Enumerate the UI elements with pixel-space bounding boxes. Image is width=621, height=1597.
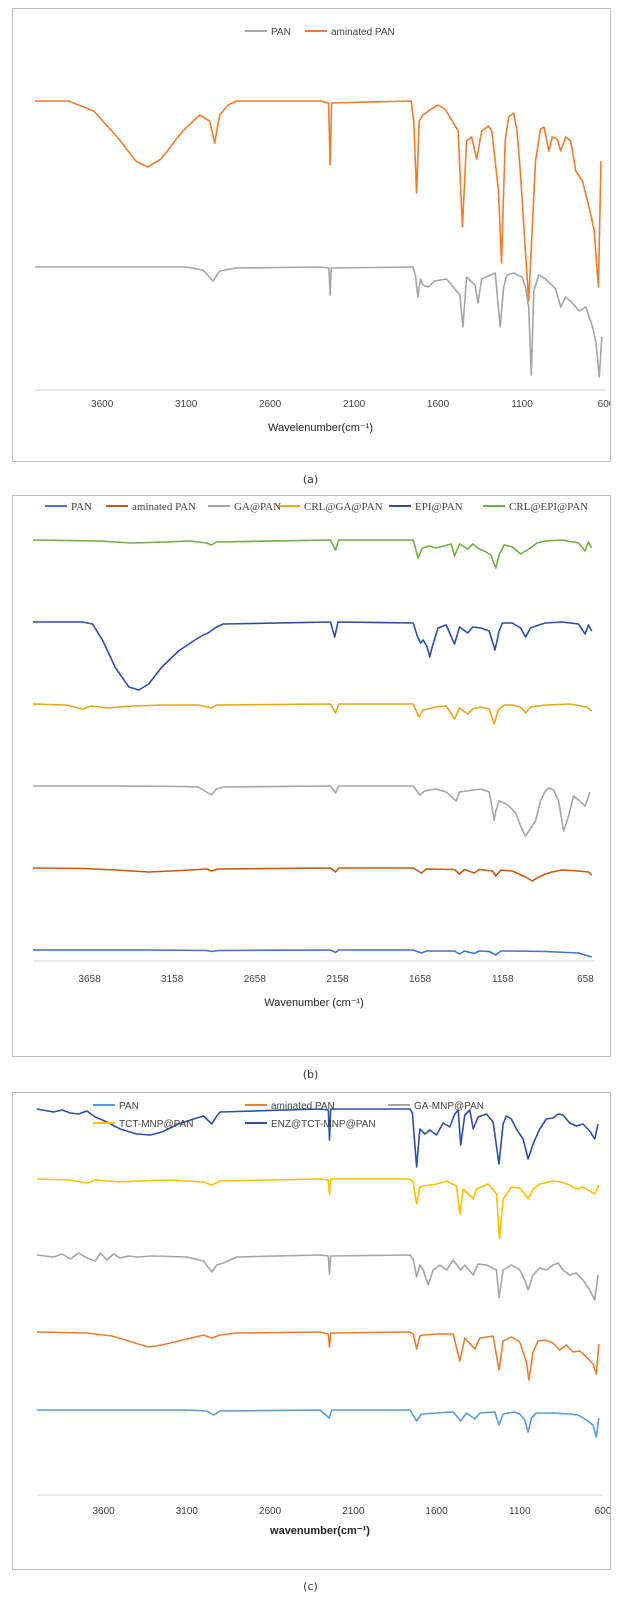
x-tick-label: 658 (577, 974, 594, 985)
panel-label-c: (c) (303, 1580, 318, 1593)
series-line-pan (33, 949, 592, 958)
legend-label-aminated-pan: aminated PAN (132, 501, 196, 513)
legend-label-epi-pan: EPI@PAN (415, 501, 463, 513)
series-line-aminated-pan (36, 1331, 600, 1381)
x-tick-label: 3600 (91, 399, 114, 410)
x-tick-label: 3158 (161, 974, 184, 985)
x-axis-title: Wavenumber (cm⁻¹) (264, 997, 364, 1009)
x-tick-label: 1600 (425, 1506, 448, 1517)
chart-a-svg: 3600 3100 2600 2100 1600 1100 600 Wavelenumber(… (35, 27, 610, 434)
legend-label-tct-mnp-pan: TCT-MNP@PAN (119, 1119, 193, 1130)
x-tick-label: 1600 (427, 399, 450, 410)
series-line-ga-mnp-pan (36, 1252, 599, 1301)
legend-label-enz-tct-mnp-pan: ENZ@TCT-MNP@PAN (271, 1119, 376, 1130)
x-tick-label: 2658 (244, 974, 267, 985)
series-line-aminated-pan (35, 100, 602, 302)
x-tick-label: 2600 (259, 1506, 282, 1517)
legend-label-aminated-pan: aminated PAN (331, 27, 395, 38)
panel-label-b: (b) (302, 1068, 319, 1081)
legend-label-crl-ga-pan: CRL@GA@PAN (304, 501, 383, 513)
chart-panel-b: 3658 3158 2658 2158 1658 1158 658 Wavenumber (c… (12, 495, 611, 1057)
legend-label-aminated-pan: aminated PAN (271, 1101, 335, 1112)
x-tick-label: 1658 (409, 974, 432, 985)
x-axis-title: wavenumber(cm⁻¹) (269, 1525, 370, 1537)
series-line-epi-pan (33, 621, 593, 691)
x-tick-label: 2600 (259, 399, 282, 410)
x-tick-label: 600 (595, 1506, 610, 1517)
legend-label-pan: PAN (119, 1101, 139, 1112)
chart-panel-c: 3600 3100 2600 2100 1600 1100 600 wavenumber(cm… (12, 1092, 611, 1570)
x-tick-label: 3100 (175, 399, 198, 410)
chart-panel-a: 3600 3100 2600 2100 1600 1100 600 Wavelenumber(… (12, 8, 611, 462)
legend-label-crl-epi-pan: CRL@EPI@PAN (509, 501, 588, 513)
x-tick-label: 1100 (511, 399, 533, 410)
x-axis-title: Wavelenumber(cm⁻¹) (268, 422, 373, 434)
x-tick-label: 3100 (176, 1506, 199, 1517)
series-line-crl-ga-pan (32, 703, 593, 725)
x-tick-label: 2158 (326, 974, 349, 985)
x-tick-label: 2100 (342, 1506, 365, 1517)
legend-label-pan: PAN (271, 27, 291, 38)
x-tick-label: 3658 (78, 974, 101, 985)
x-tick-label: 3600 (92, 1506, 115, 1517)
legend-label-ga-mnp-pan: GA-MNP@PAN (414, 1101, 484, 1112)
series-line-ga-pan (33, 785, 591, 837)
chart-b-svg: 3658 3158 2658 2158 1658 1158 658 Wavenumber (c… (32, 501, 595, 1009)
x-tick-label: 600 (598, 399, 610, 410)
legend-label-pan: PAN (71, 501, 92, 513)
series-line-enz-tct-mnp-pan (36, 1108, 599, 1168)
x-tick-label: 1158 (492, 974, 514, 985)
series-line-pan (35, 266, 603, 378)
legend-label-ga-pan: GA@PAN (234, 501, 281, 513)
chart-c-svg: 3600 3100 2600 2100 1600 1100 600 wavenumber(cm… (36, 1101, 610, 1537)
x-tick-label: 1100 (509, 1506, 531, 1517)
series-line-tct-mnp-pan (36, 1178, 600, 1240)
series-line-pan (37, 1409, 600, 1438)
panel-label-a: (a) (302, 473, 319, 486)
series-line-crl-epi-pan (32, 539, 593, 569)
series-line-aminated-pan (32, 867, 593, 882)
x-tick-label: 2100 (343, 399, 366, 410)
